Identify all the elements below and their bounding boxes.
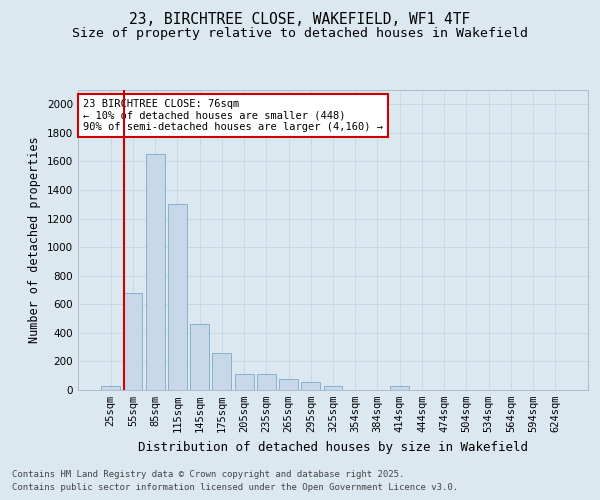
Text: Contains HM Land Registry data © Crown copyright and database right 2025.: Contains HM Land Registry data © Crown c… xyxy=(12,470,404,479)
Text: Contains public sector information licensed under the Open Government Licence v3: Contains public sector information licen… xyxy=(12,482,458,492)
Bar xyxy=(323,386,343,390)
Bar xyxy=(190,324,209,390)
Bar xyxy=(235,374,254,390)
Bar xyxy=(146,154,164,390)
Bar xyxy=(168,204,187,390)
Bar xyxy=(124,293,142,390)
X-axis label: Distribution of detached houses by size in Wakefield: Distribution of detached houses by size … xyxy=(138,440,528,454)
Bar xyxy=(212,353,231,390)
Bar xyxy=(101,386,120,390)
Text: 23 BIRCHTREE CLOSE: 76sqm
← 10% of detached houses are smaller (448)
90% of semi: 23 BIRCHTREE CLOSE: 76sqm ← 10% of detac… xyxy=(83,99,383,132)
Bar xyxy=(257,374,276,390)
Y-axis label: Number of detached properties: Number of detached properties xyxy=(28,136,41,344)
Bar xyxy=(390,386,409,390)
Text: Size of property relative to detached houses in Wakefield: Size of property relative to detached ho… xyxy=(72,28,528,40)
Text: 23, BIRCHTREE CLOSE, WAKEFIELD, WF1 4TF: 23, BIRCHTREE CLOSE, WAKEFIELD, WF1 4TF xyxy=(130,12,470,28)
Bar xyxy=(279,380,298,390)
Bar xyxy=(301,382,320,390)
